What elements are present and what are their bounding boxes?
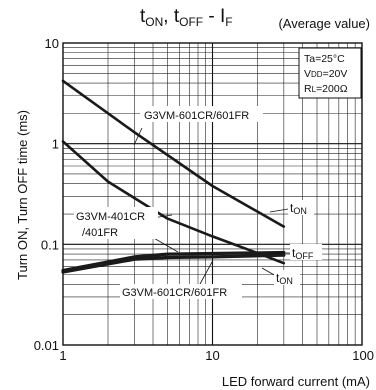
series-line-ton-601-low [61, 253, 286, 274]
label-toff: tOFF [292, 246, 314, 261]
leader-ton-lower [261, 267, 277, 277]
label-601-upper: G3VM-601CR/601FR [144, 110, 249, 122]
tick-labels: 1 10 100 10 1 0.1 0.01 [34, 36, 374, 363]
y-tick-label: 0.1 [41, 237, 59, 252]
title-sub-f: F [225, 15, 232, 29]
chart-title: tON, tOFF - IF [140, 6, 233, 29]
label-toff-t: t [292, 246, 296, 260]
leader-601-upper [133, 127, 143, 146]
label-601-lower: G3VM-601CR/601FR [122, 287, 227, 299]
series-line-ton-601 [61, 79, 286, 228]
chart-subtitle: (Average value) [278, 16, 370, 31]
leader-ton-upper [269, 208, 289, 213]
label-ton-upper: tON [290, 201, 307, 216]
annotation-leaders [125, 127, 290, 285]
label-401-line2: /401FR [82, 227, 118, 239]
leader-601-lower [199, 261, 213, 285]
x-tick-label: 1 [59, 348, 66, 363]
label-ton-lower: tON [276, 271, 293, 286]
label-ton-lower-sub: ON [279, 276, 293, 286]
x-tick-label: 100 [352, 348, 374, 363]
label-ton-upper-sub: ON [293, 206, 307, 216]
title-sep: , t [163, 6, 180, 27]
label-401-line1: G3VM-401CR [76, 211, 145, 223]
y-tick-label: 0.01 [34, 338, 59, 353]
title-tail: - I [203, 6, 225, 27]
x-tick-label: 10 [205, 348, 219, 363]
y-axis-label: Turn ON, Turn OFF time (ms) [15, 110, 30, 280]
title-t: t [140, 6, 146, 27]
conditions-box: Ta=25°C VDD=20V RL=200Ω [298, 47, 362, 99]
label-ton-upper-t: t [290, 201, 294, 215]
y-tick-label: 1 [52, 137, 59, 152]
label-ton-lower-t: t [276, 271, 280, 285]
title-sub-on: ON [145, 15, 163, 29]
x-axis-label: LED forward current (mA) [222, 374, 370, 389]
condition-rl: RL=200Ω [304, 83, 348, 95]
plot-frame [62, 42, 363, 346]
condition-ta: Ta=25°C [304, 53, 345, 65]
annotations: G3VM-601CR/601FR G3VM-401CR /401FR G3VM-… [74, 106, 322, 299]
series-group [61, 79, 286, 274]
condition-vdd: VDD=20V [304, 68, 347, 80]
y-tick-label: 10 [45, 36, 59, 51]
label-toff-sub: OFF [295, 251, 313, 261]
series-line-toff [61, 250, 286, 273]
title-sub-off: OFF [179, 15, 203, 29]
